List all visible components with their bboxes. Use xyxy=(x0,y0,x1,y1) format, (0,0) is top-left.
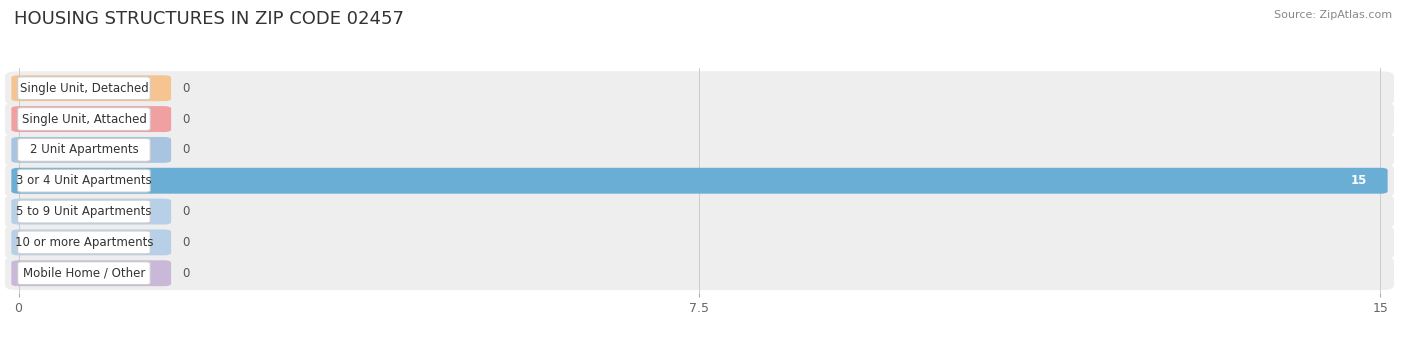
FancyBboxPatch shape xyxy=(6,195,1393,228)
FancyBboxPatch shape xyxy=(18,231,150,254)
FancyBboxPatch shape xyxy=(6,102,1393,136)
Text: 0: 0 xyxy=(181,205,190,218)
FancyBboxPatch shape xyxy=(11,260,172,286)
Text: 0: 0 xyxy=(181,144,190,157)
Text: 0: 0 xyxy=(181,267,190,280)
FancyBboxPatch shape xyxy=(11,106,172,132)
Text: 2 Unit Apartments: 2 Unit Apartments xyxy=(30,144,138,157)
FancyBboxPatch shape xyxy=(18,108,150,131)
FancyBboxPatch shape xyxy=(18,262,150,285)
Text: 0: 0 xyxy=(181,236,190,249)
Text: HOUSING STRUCTURES IN ZIP CODE 02457: HOUSING STRUCTURES IN ZIP CODE 02457 xyxy=(14,10,404,28)
Text: 0: 0 xyxy=(181,113,190,125)
Text: 0: 0 xyxy=(181,82,190,95)
FancyBboxPatch shape xyxy=(6,225,1393,260)
FancyBboxPatch shape xyxy=(6,133,1393,167)
Text: Single Unit, Attached: Single Unit, Attached xyxy=(21,113,146,125)
Text: 15: 15 xyxy=(1350,174,1367,187)
FancyBboxPatch shape xyxy=(6,164,1393,198)
Text: Mobile Home / Other: Mobile Home / Other xyxy=(22,267,145,280)
Text: 5 to 9 Unit Apartments: 5 to 9 Unit Apartments xyxy=(17,205,152,218)
FancyBboxPatch shape xyxy=(11,168,1388,194)
Text: Source: ZipAtlas.com: Source: ZipAtlas.com xyxy=(1274,10,1392,20)
FancyBboxPatch shape xyxy=(18,77,150,100)
FancyBboxPatch shape xyxy=(11,229,172,255)
Text: Single Unit, Detached: Single Unit, Detached xyxy=(20,82,149,95)
FancyBboxPatch shape xyxy=(11,198,172,224)
FancyBboxPatch shape xyxy=(6,71,1393,105)
FancyBboxPatch shape xyxy=(18,200,150,223)
FancyBboxPatch shape xyxy=(11,137,172,163)
Text: 3 or 4 Unit Apartments: 3 or 4 Unit Apartments xyxy=(15,174,152,187)
FancyBboxPatch shape xyxy=(18,138,150,161)
FancyBboxPatch shape xyxy=(18,169,150,192)
FancyBboxPatch shape xyxy=(6,256,1393,290)
Text: 10 or more Apartments: 10 or more Apartments xyxy=(14,236,153,249)
FancyBboxPatch shape xyxy=(11,75,172,101)
